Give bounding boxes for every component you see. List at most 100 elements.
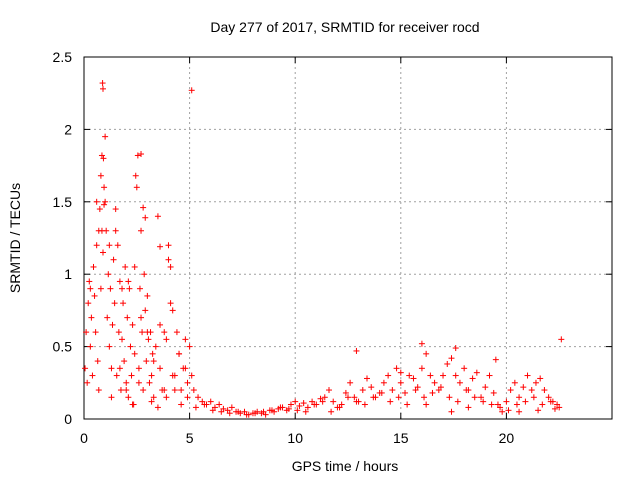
data-point (300, 400, 307, 407)
data-point (353, 347, 360, 354)
data-point (114, 242, 121, 249)
data-point (109, 321, 116, 328)
data-point (311, 401, 318, 408)
grid (84, 57, 612, 419)
data-point (98, 152, 105, 159)
data-point (96, 206, 103, 213)
data-point (473, 369, 480, 376)
data-point (370, 394, 377, 401)
x-tick-label: 0 (80, 430, 88, 446)
data-point (152, 343, 159, 350)
data-point (161, 387, 168, 394)
data-point (178, 401, 185, 408)
data-point (133, 184, 140, 191)
data-point (87, 285, 94, 292)
data-point (119, 336, 126, 343)
data-point (90, 263, 97, 270)
data-point (492, 356, 499, 363)
data-point (406, 372, 413, 379)
data-point (157, 321, 164, 328)
y-tick-label: 1.5 (53, 194, 73, 210)
data-point (378, 389, 385, 396)
data-point (402, 389, 409, 396)
data-point (184, 394, 191, 401)
data-point (486, 372, 493, 379)
data-point (364, 375, 371, 382)
data-point (141, 271, 148, 278)
data-point (102, 198, 109, 205)
data-point (497, 404, 504, 411)
data-point (106, 343, 113, 350)
data-point (480, 398, 487, 405)
data-point (93, 242, 100, 249)
data-point (361, 401, 368, 408)
data-point (178, 387, 185, 394)
data-point (127, 343, 134, 350)
data-point (505, 407, 512, 414)
data-point (125, 394, 132, 401)
data-point (163, 336, 170, 343)
data-point (116, 278, 123, 285)
data-point (93, 198, 100, 205)
data-point (465, 404, 472, 411)
data-point (393, 365, 400, 372)
data-point (345, 394, 351, 401)
x-tick-label: 10 (287, 430, 303, 446)
data-point (169, 372, 176, 379)
data-point (410, 375, 417, 382)
x-tick-label: 5 (186, 430, 194, 446)
data-point (182, 336, 189, 343)
data-point (136, 285, 143, 292)
data-point (110, 256, 117, 263)
data-point (539, 401, 546, 408)
data-point (535, 407, 542, 414)
data-point (173, 329, 180, 336)
data-point (490, 389, 497, 396)
data-point (148, 372, 155, 379)
data-point (142, 307, 149, 314)
data-point (397, 379, 404, 386)
data-point (516, 408, 523, 415)
data-point (285, 405, 292, 412)
data-point (351, 394, 358, 401)
data-point (144, 329, 151, 336)
data-point (195, 394, 202, 401)
data-point (91, 292, 98, 299)
data-point (149, 350, 156, 357)
data-point (190, 387, 197, 394)
data-point (429, 389, 436, 396)
data-point (138, 227, 145, 234)
data-point (437, 384, 444, 391)
data-point (101, 184, 108, 191)
y-axis-label: SRMTID / TECUs (7, 183, 23, 293)
data-point (516, 394, 523, 401)
data-point (347, 379, 354, 386)
data-point (123, 379, 130, 386)
data-point (440, 372, 447, 379)
data-point (128, 372, 135, 379)
data-point (216, 401, 223, 408)
data-point (112, 227, 119, 234)
data-point (469, 375, 476, 382)
data-point (218, 408, 225, 415)
data-point (380, 379, 387, 386)
data-point (522, 398, 529, 405)
data-point (88, 314, 95, 321)
data-point (104, 314, 111, 321)
data-point (145, 336, 152, 343)
data-point (188, 372, 195, 379)
data-point (82, 365, 89, 372)
data-point (150, 358, 157, 365)
data-point (131, 350, 138, 357)
data-point (103, 227, 110, 234)
data-point (551, 405, 558, 412)
data-point (511, 379, 518, 386)
data-point (112, 206, 119, 213)
data-point (116, 365, 123, 372)
data-point (86, 278, 93, 285)
data-point (165, 242, 172, 249)
x-tick-label: 15 (393, 430, 409, 446)
data-point (132, 172, 139, 179)
data-point (121, 358, 128, 365)
data-point (446, 394, 453, 401)
